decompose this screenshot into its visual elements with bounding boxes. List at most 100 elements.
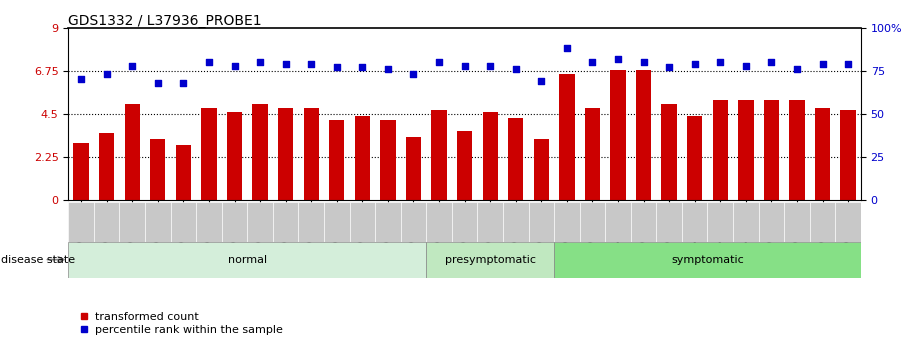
Point (432, 59, 446, 65)
Point (636, 59, 650, 65)
Bar (559, 73, 575, 200)
Bar (585, 108, 600, 200)
Bar (278, 108, 293, 200)
Bar (712, 100, 728, 200)
Bar (324, 202, 350, 242)
Bar (528, 202, 554, 242)
Bar (554, 241, 861, 278)
Bar (354, 116, 370, 200)
Bar (630, 202, 656, 242)
Bar (503, 202, 528, 242)
Point (99, 71, 114, 77)
Bar (227, 112, 242, 200)
Bar (303, 108, 319, 200)
Bar (738, 100, 753, 200)
Point (457, 63, 472, 68)
Bar (708, 202, 733, 242)
Bar (150, 139, 166, 200)
Bar (452, 202, 477, 242)
Bar (426, 202, 452, 242)
Bar (375, 202, 401, 242)
Bar (68, 241, 426, 278)
Bar (759, 202, 784, 242)
Bar (636, 70, 651, 200)
Bar (299, 202, 324, 242)
Bar (99, 133, 115, 200)
Point (508, 66, 523, 72)
Point (227, 63, 241, 68)
Point (764, 59, 779, 65)
Point (201, 59, 216, 65)
Bar (579, 202, 605, 242)
Bar (170, 202, 196, 242)
Bar (508, 118, 524, 200)
Point (662, 65, 677, 70)
Bar (401, 202, 426, 242)
Bar (196, 202, 221, 242)
Bar (74, 142, 88, 200)
Bar (252, 104, 268, 200)
Point (150, 80, 165, 86)
Legend: transformed count, percentile rank within the sample: transformed count, percentile rank withi… (74, 307, 287, 339)
Bar (68, 202, 94, 242)
Point (841, 61, 855, 67)
Text: GDS1332 / L37936_PROBE1: GDS1332 / L37936_PROBE1 (68, 14, 262, 28)
Point (125, 63, 139, 68)
Bar (534, 139, 549, 200)
Bar (125, 104, 140, 200)
Bar (687, 116, 702, 200)
Point (559, 46, 574, 51)
Bar (145, 202, 170, 242)
Point (406, 71, 421, 77)
Point (176, 80, 190, 86)
Bar (605, 202, 630, 242)
Bar (247, 202, 273, 242)
Bar (221, 202, 247, 242)
Bar (841, 110, 855, 200)
Bar (477, 202, 503, 242)
Bar (201, 108, 217, 200)
Point (304, 61, 319, 67)
Bar (483, 112, 497, 200)
Bar (661, 104, 677, 200)
Bar (784, 202, 810, 242)
Bar (682, 202, 708, 242)
Bar (119, 202, 145, 242)
Text: symptomatic: symptomatic (671, 255, 744, 265)
Bar (835, 202, 861, 242)
Bar (432, 110, 446, 200)
Point (790, 66, 804, 72)
Bar (457, 131, 472, 200)
Point (610, 56, 625, 61)
Bar (789, 100, 804, 200)
Bar (763, 100, 779, 200)
Point (74, 77, 88, 82)
Bar (554, 202, 579, 242)
Text: normal: normal (228, 255, 267, 265)
Point (739, 63, 753, 68)
Bar (329, 120, 344, 200)
Bar (733, 202, 759, 242)
Point (355, 65, 370, 70)
Point (585, 59, 599, 65)
Point (688, 61, 702, 67)
Point (483, 63, 497, 68)
Text: presymptomatic: presymptomatic (445, 255, 536, 265)
Bar (94, 202, 119, 242)
Bar (610, 70, 626, 200)
Point (252, 59, 267, 65)
Point (534, 78, 548, 84)
Bar (405, 137, 421, 200)
Point (815, 61, 830, 67)
Point (279, 61, 293, 67)
Point (330, 65, 344, 70)
Point (381, 66, 395, 72)
Text: disease state: disease state (1, 255, 75, 265)
Bar (814, 108, 830, 200)
Bar (810, 202, 835, 242)
Bar (656, 202, 682, 242)
Bar (426, 241, 554, 278)
Bar (350, 202, 375, 242)
Point (713, 59, 728, 65)
Bar (273, 202, 299, 242)
